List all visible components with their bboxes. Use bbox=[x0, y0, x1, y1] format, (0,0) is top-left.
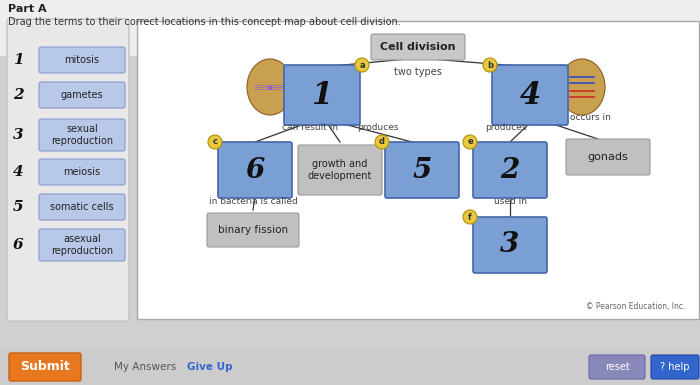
Circle shape bbox=[375, 135, 389, 149]
Circle shape bbox=[355, 58, 369, 72]
Text: 1: 1 bbox=[312, 79, 332, 110]
Text: e: e bbox=[467, 137, 473, 147]
Text: b: b bbox=[487, 60, 493, 70]
Circle shape bbox=[208, 135, 222, 149]
Text: f: f bbox=[468, 213, 472, 221]
Text: 5: 5 bbox=[13, 200, 23, 214]
FancyBboxPatch shape bbox=[9, 353, 81, 381]
Text: sexual
reproduction: sexual reproduction bbox=[51, 124, 113, 146]
Bar bbox=[137, 21, 699, 319]
Text: 3: 3 bbox=[500, 231, 519, 258]
Text: two types: two types bbox=[394, 67, 442, 77]
Text: produces: produces bbox=[485, 122, 526, 132]
FancyBboxPatch shape bbox=[651, 355, 699, 379]
FancyBboxPatch shape bbox=[385, 142, 459, 198]
FancyBboxPatch shape bbox=[207, 213, 299, 247]
Text: Cell division: Cell division bbox=[380, 42, 456, 52]
FancyBboxPatch shape bbox=[473, 217, 547, 273]
FancyBboxPatch shape bbox=[7, 19, 129, 321]
Text: 2: 2 bbox=[13, 88, 23, 102]
FancyBboxPatch shape bbox=[39, 82, 125, 108]
Text: Part A: Part A bbox=[8, 4, 47, 14]
Text: occurs in: occurs in bbox=[570, 112, 610, 122]
Text: reset: reset bbox=[605, 362, 629, 372]
Circle shape bbox=[463, 210, 477, 224]
FancyBboxPatch shape bbox=[589, 355, 645, 379]
Text: 6: 6 bbox=[246, 156, 265, 184]
Text: asexual
reproduction: asexual reproduction bbox=[51, 234, 113, 256]
Ellipse shape bbox=[247, 59, 293, 115]
FancyBboxPatch shape bbox=[218, 142, 292, 198]
FancyBboxPatch shape bbox=[39, 47, 125, 73]
Text: Submit: Submit bbox=[20, 360, 70, 373]
Text: Drag the terms to their correct locations in this concept map about cell divisio: Drag the terms to their correct location… bbox=[8, 17, 400, 27]
Text: can result in: can result in bbox=[282, 122, 338, 132]
Text: My Answers: My Answers bbox=[114, 362, 176, 372]
Circle shape bbox=[483, 58, 497, 72]
Circle shape bbox=[463, 135, 477, 149]
FancyBboxPatch shape bbox=[284, 65, 360, 125]
Text: 4: 4 bbox=[519, 79, 540, 110]
FancyBboxPatch shape bbox=[566, 139, 650, 175]
Text: 3: 3 bbox=[13, 128, 23, 142]
FancyBboxPatch shape bbox=[371, 34, 465, 60]
Text: a: a bbox=[359, 60, 365, 70]
FancyBboxPatch shape bbox=[39, 119, 125, 151]
Bar bbox=[0, 0, 700, 56]
Text: gametes: gametes bbox=[61, 90, 104, 100]
FancyBboxPatch shape bbox=[39, 194, 125, 220]
Text: somatic cells: somatic cells bbox=[50, 202, 114, 212]
Text: 1: 1 bbox=[13, 53, 23, 67]
Text: 4: 4 bbox=[13, 165, 23, 179]
Text: growth and
development: growth and development bbox=[308, 159, 372, 181]
Text: 2: 2 bbox=[500, 156, 519, 184]
Text: in bacteria is called: in bacteria is called bbox=[209, 198, 298, 206]
Bar bbox=[0, 349, 700, 385]
FancyBboxPatch shape bbox=[298, 145, 382, 195]
Text: d: d bbox=[379, 137, 385, 147]
Text: Give Up: Give Up bbox=[187, 362, 233, 372]
Text: produces: produces bbox=[357, 122, 399, 132]
Text: meiosis: meiosis bbox=[64, 167, 101, 177]
Text: mitosis: mitosis bbox=[64, 55, 99, 65]
Text: 5: 5 bbox=[412, 156, 432, 184]
Text: binary fission: binary fission bbox=[218, 225, 288, 235]
FancyBboxPatch shape bbox=[39, 159, 125, 185]
FancyBboxPatch shape bbox=[492, 65, 568, 125]
FancyBboxPatch shape bbox=[39, 229, 125, 261]
Ellipse shape bbox=[559, 59, 605, 115]
Text: gonads: gonads bbox=[587, 152, 629, 162]
Text: 6: 6 bbox=[13, 238, 23, 252]
Text: © Pearson Education, Inc.: © Pearson Education, Inc. bbox=[586, 303, 685, 311]
Text: ? help: ? help bbox=[660, 362, 689, 372]
Text: c: c bbox=[213, 137, 218, 147]
FancyBboxPatch shape bbox=[473, 142, 547, 198]
Text: used in: used in bbox=[494, 198, 526, 206]
